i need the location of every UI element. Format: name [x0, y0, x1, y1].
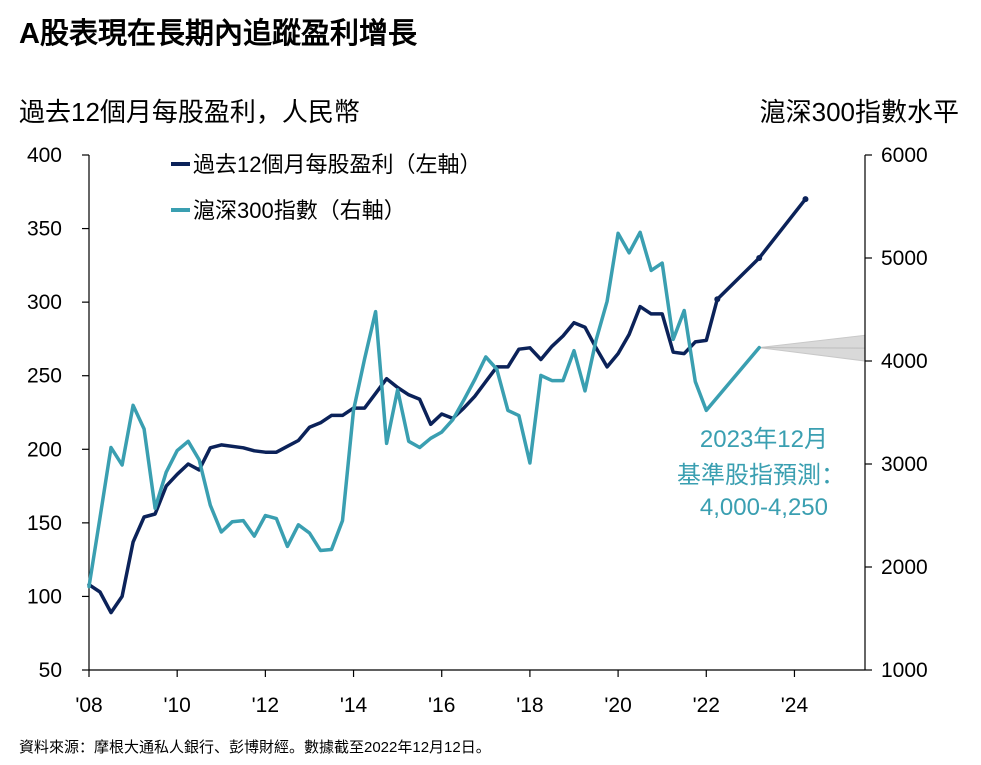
forecast-band-group: [759, 334, 866, 362]
legend-label-index: 滬深300指數（右軸）: [193, 198, 406, 223]
left-tick-label: 100: [27, 585, 62, 608]
x-tick-label: '22: [693, 694, 720, 717]
eps-forecast-marker: [714, 296, 721, 303]
x-tick-label: '24: [781, 694, 809, 717]
annotation-line-3: 4,000-4,250: [700, 494, 828, 521]
eps-forecast-marker: [756, 255, 763, 261]
x-tick-label: '20: [604, 694, 631, 717]
x-tick-label: '10: [163, 694, 190, 717]
index-series-line: [87, 230, 761, 589]
forecast-midline: [759, 347, 866, 349]
x-tick-label: '16: [428, 694, 455, 717]
right-tick-label: 2000: [881, 556, 928, 579]
annotation-line-2: 基準股指預測：: [677, 462, 845, 489]
right-tick-label: 4000: [881, 350, 928, 373]
x-tick-label: '08: [75, 694, 102, 717]
page-title: A股表現在長期內追蹤盈利增長: [19, 18, 417, 50]
forecast-annotation: 2023年12月 基準股指預測： 4,000-4,250: [677, 426, 845, 521]
left-axis-title: 過去12個月每股盈利，人民幣: [19, 97, 360, 127]
eps-forecast-marker: [802, 196, 809, 203]
left-tick-label: 250: [27, 365, 62, 388]
series-group: [87, 196, 809, 615]
annotation-line-1: 2023年12月: [700, 426, 828, 453]
axes-group: 50 100 150 200 250 300 350 400 1000 2000 3000 4000 5…: [27, 144, 928, 717]
legend-label-eps: 過去12個月每股盈利（左軸）: [193, 152, 481, 177]
right-tick-label: 3000: [881, 453, 928, 476]
source-note: 資料來源：摩根大通私人銀行、彭博財經。數據截至2022年12月12日。: [19, 739, 491, 756]
right-tick-label: 6000: [881, 144, 928, 167]
left-tick-label: 200: [27, 438, 62, 461]
left-tick-label: 150: [27, 512, 62, 535]
x-tick-label: '12: [252, 694, 279, 717]
legend: 過去12個月每股盈利（左軸） 滬深300指數（右軸）: [171, 152, 481, 223]
x-tick-label: '14: [340, 694, 368, 717]
left-tick-label: 50: [39, 659, 62, 682]
eps-series-line: [87, 197, 808, 615]
right-axis-title: 滬深300指數水平: [759, 97, 959, 127]
left-tick-label: 300: [27, 291, 62, 314]
right-tick-label: 5000: [881, 247, 928, 270]
left-tick-label: 350: [27, 218, 62, 241]
right-tick-label: 1000: [881, 659, 928, 682]
left-tick-label: 400: [27, 144, 62, 167]
x-tick-label: '18: [516, 694, 543, 717]
